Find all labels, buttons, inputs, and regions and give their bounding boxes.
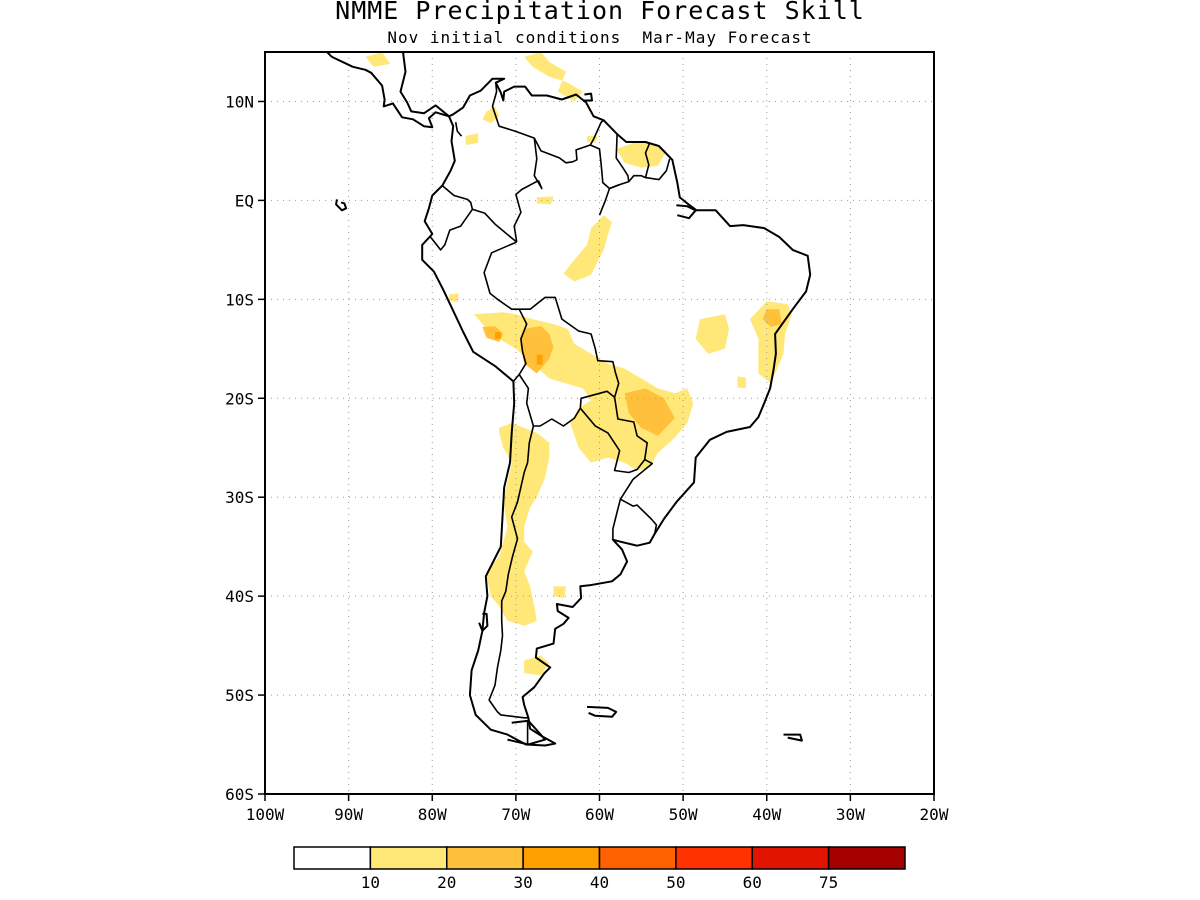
skill-region-19 — [762, 309, 782, 327]
x-tick-label-6: 40W — [752, 805, 781, 824]
skill-region-9 — [695, 314, 730, 354]
skill-region-2 — [465, 133, 479, 145]
border-11 — [518, 374, 616, 427]
island-outline-1 — [331, 55, 450, 129]
skill-region-17 — [520, 326, 554, 374]
border-15 — [620, 498, 658, 534]
x-tick-label-1: 90W — [334, 805, 363, 824]
x-tick-label-8: 20W — [920, 805, 949, 824]
skill-region-5 — [536, 196, 554, 205]
y-tick-label-4: 30S — [225, 488, 254, 507]
border-8 — [513, 179, 539, 243]
border-10 — [519, 296, 620, 398]
colorbar-label-6: 75 — [819, 873, 838, 892]
skill-region-8 — [486, 423, 550, 626]
skill-region-3 — [587, 136, 598, 143]
y-tick-label-2: 10S — [225, 290, 254, 309]
skill-region-11 — [737, 376, 746, 389]
border-5 — [645, 158, 671, 181]
colorbar-label-3: 40 — [590, 873, 609, 892]
chart-subtitle: Nov initial conditions Mar-May Forecast — [387, 28, 813, 47]
chart-title: NMME Precipitation Forecast Skill — [335, 0, 865, 25]
colorbar-swatch-7 — [827, 846, 906, 870]
skill-region-21 — [536, 354, 543, 365]
y-tick-label-0: 10N — [225, 92, 254, 111]
colorbar: 10 20 30 40 50 60 75 — [293, 846, 906, 892]
skill-region-18 — [624, 388, 675, 436]
y-tick-label-7: 60S — [225, 785, 254, 804]
border-9 — [483, 241, 528, 382]
border-1 — [491, 82, 543, 190]
colorbar-label-5: 60 — [743, 873, 762, 892]
colorbar-swatch-6 — [751, 846, 830, 870]
coastline-layer — [325, 52, 812, 747]
colorbar-label-2: 30 — [513, 873, 532, 892]
skill-region-1 — [482, 106, 500, 124]
skill-shading-layer — [365, 52, 792, 676]
grid-layer — [265, 52, 934, 794]
island-outline-7 — [783, 733, 803, 742]
y-tick-label-5: 40S — [225, 587, 254, 606]
y-tick-label-3: 20S — [225, 389, 254, 408]
colorbar-label-1: 20 — [437, 873, 456, 892]
skill-region-13 — [524, 655, 550, 676]
x-tick-label-4: 60W — [585, 805, 614, 824]
island-outline-5 — [478, 612, 489, 632]
colorbar-swatch-2 — [446, 846, 524, 870]
border-3 — [589, 134, 630, 190]
border-0 — [454, 122, 463, 137]
x-tick-label-2: 80W — [418, 805, 447, 824]
x-tick-label-5: 50W — [669, 805, 698, 824]
colorbar-swatch-4 — [598, 846, 677, 870]
island-outline-2 — [325, 52, 333, 58]
x-tick-label-7: 30W — [836, 805, 865, 824]
y-tick-label-6: 50S — [225, 686, 254, 705]
skill-region-4 — [616, 143, 667, 168]
island-outline-3 — [583, 92, 593, 102]
colorbar-swatch-1 — [369, 846, 448, 870]
colorbar-label-4: 50 — [666, 873, 685, 892]
border-17 — [598, 183, 620, 216]
island-outline-6 — [586, 705, 618, 718]
y-tick-label-1: EQ — [235, 191, 254, 210]
border-12 — [488, 425, 535, 719]
map-frame — [264, 51, 935, 795]
colorbar-label-0: 10 — [361, 873, 380, 892]
x-tick-label-3: 70W — [501, 805, 530, 824]
skill-region-12 — [553, 586, 566, 599]
colorbar-swatch-5 — [675, 846, 753, 870]
skill-region-0 — [524, 52, 583, 102]
skill-region-14 — [365, 52, 391, 67]
border-13 — [579, 397, 649, 474]
skill-region-6 — [563, 215, 612, 282]
island-outline-4 — [335, 199, 348, 212]
skill-region-15 — [449, 293, 459, 303]
border-7 — [472, 208, 518, 243]
colorbar-swatch-0 — [293, 846, 372, 870]
x-tick-label-0: 100W — [246, 805, 285, 824]
island-outline-0 — [399, 52, 450, 118]
border-2 — [533, 119, 605, 164]
island-outline-9 — [676, 204, 697, 220]
island-outline-8 — [507, 719, 547, 746]
skill-region-20 — [495, 332, 501, 339]
axis-layer: 100W 90W 80W 70W 60W 50W 40W 30W 20W 10N EQ 10S 20S 3… — [225, 92, 949, 824]
border-6 — [429, 184, 474, 251]
colorbar-swatch-3 — [522, 846, 601, 870]
